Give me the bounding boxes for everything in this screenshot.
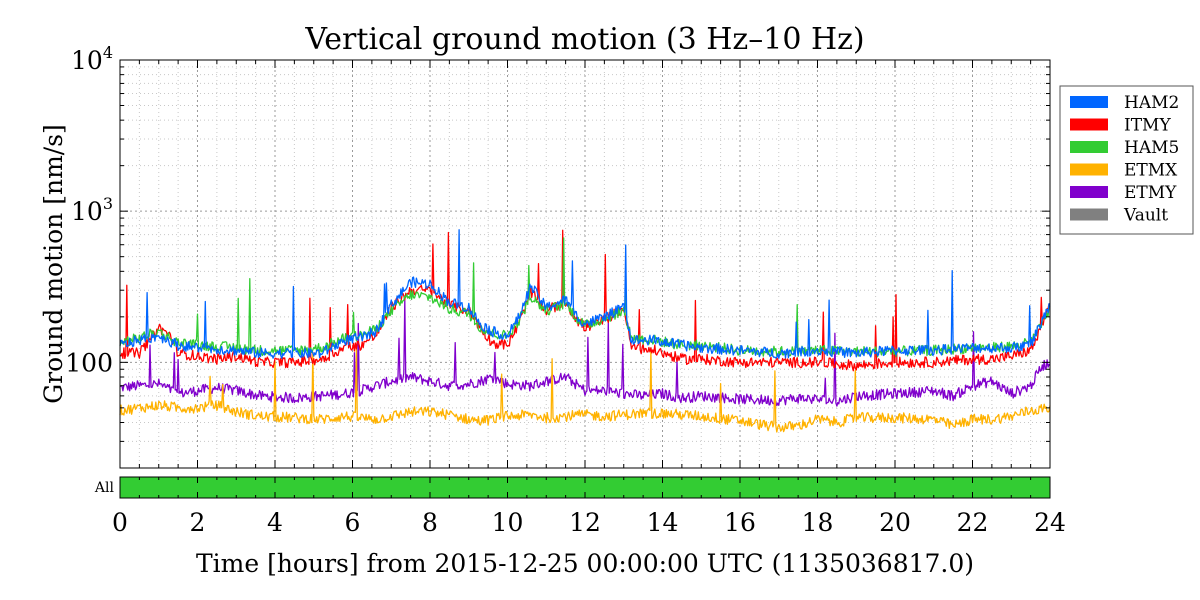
legend-label-vault: Vault — [1123, 206, 1168, 226]
x-tick-labels: 0 2 4 6 8 10 12 14 16 18 20 22 24 — [112, 508, 1066, 537]
y-tick-label: 100 — [65, 348, 113, 377]
x-tick-label: 0 — [112, 508, 128, 537]
x-tick-label: 10 — [492, 508, 524, 537]
y-tick-label: 103 — [71, 194, 113, 226]
x-tick-label: 6 — [345, 508, 361, 537]
y-tick-base: 10 — [71, 197, 103, 226]
series-lines — [119, 229, 1051, 433]
y-axis-label: Ground motion [nm/s] — [39, 124, 68, 404]
legend-swatch-etmy — [1070, 186, 1108, 198]
y-tick-base: 10 — [71, 46, 103, 75]
x-tick-label: 4 — [267, 508, 283, 537]
series-line-ham2 — [119, 229, 1051, 360]
legend-label-etmx: ETMX — [1124, 161, 1178, 181]
legend-swatch-ham2 — [1070, 96, 1108, 108]
legend-label-ham2: HAM2 — [1124, 93, 1179, 113]
grid-lines — [120, 60, 1050, 469]
chart-title: Vertical ground motion (3 Hz–10 Hz) — [304, 22, 864, 57]
legend-label-ham5: HAM5 — [1124, 138, 1179, 158]
x-tick-label: 18 — [802, 508, 834, 537]
legend-swatch-etmx — [1070, 163, 1108, 176]
x-tick-label: 16 — [724, 508, 756, 537]
legend-swatch-ham5 — [1070, 141, 1108, 153]
legend-swatch-vault — [1070, 208, 1108, 221]
x-axis-label: Time [hours] from 2015-12-25 00:00:00 UT… — [196, 549, 974, 578]
y-tick-base: 100 — [65, 348, 113, 377]
y-tick-exponent: 4 — [103, 43, 113, 62]
x-tick-label: 8 — [422, 508, 438, 537]
x-tick-label: 22 — [957, 508, 989, 537]
y-tick-exponent: 3 — [103, 194, 113, 213]
x-tick-label: 2 — [190, 508, 206, 537]
x-tick-label: 14 — [647, 508, 679, 537]
legend-label-itmy: ITMY — [1124, 116, 1171, 136]
x-tick-label: 24 — [1034, 508, 1066, 537]
axis-ticks — [119, 59, 1051, 469]
legend-label-etmy: ETMY — [1124, 183, 1177, 203]
y-tick-label: 104 — [71, 43, 113, 75]
x-tick-label: 20 — [879, 508, 911, 537]
series-line-itmy — [119, 229, 1051, 372]
legend-swatch-itmy — [1070, 118, 1108, 131]
x-tick-label: 12 — [569, 508, 601, 537]
segment-bar: All — [94, 476, 1051, 499]
segment-label: All — [94, 480, 115, 496]
